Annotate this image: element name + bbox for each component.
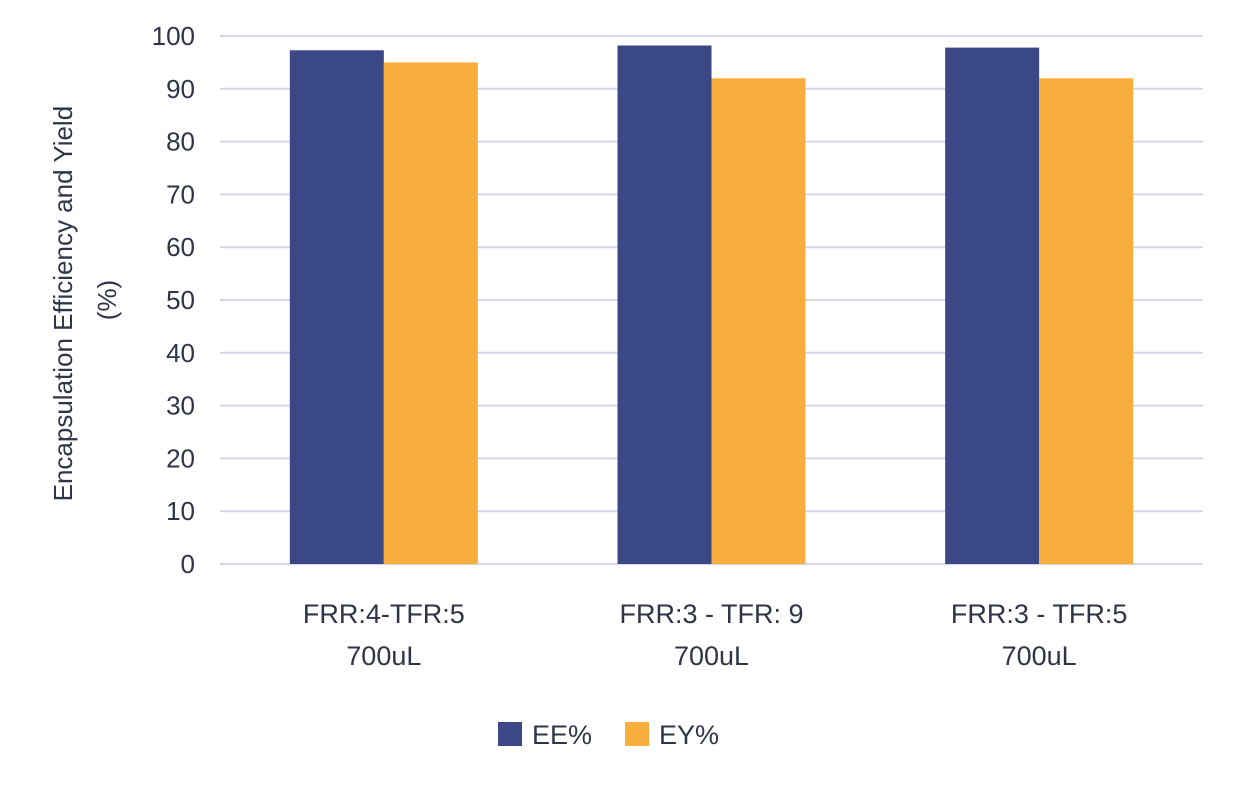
x-category-label-line: FRR:3 - TFR:5 — [951, 599, 1128, 629]
bar-ey-1 — [383, 62, 478, 565]
y-tick-label-40: 40 — [166, 338, 195, 368]
y-tick-label-30: 30 — [166, 391, 195, 421]
y-tick-label-20: 20 — [166, 443, 195, 473]
legend-label-ey: EY% — [659, 720, 719, 750]
y-tick-label-0: 0 — [181, 549, 195, 579]
legend-swatch-ee — [498, 722, 522, 746]
y-tick-label-80: 80 — [166, 127, 195, 157]
x-category-label-2: FRR:3 - TFR: 9 700uL — [619, 599, 803, 671]
legend: EE% EY% — [498, 720, 719, 750]
y-axis-title: Encapsulation Efficiency and Yield (%) — [48, 99, 122, 502]
y-tick-label-50: 50 — [166, 285, 195, 315]
y-axis-ticks: 0 10 20 30 40 50 60 70 80 90 100 — [152, 21, 195, 579]
y-axis-title-line2: (%) — [92, 280, 122, 320]
bar-ey-2 — [711, 78, 806, 565]
x-category-label-1: FRR:4-TFR:5 700uL — [303, 599, 465, 671]
x-category-label-line: 700uL — [346, 641, 421, 671]
bar-ee-1 — [289, 50, 384, 565]
x-category-label-line: FRR:4-TFR:5 — [303, 599, 465, 629]
y-tick-label-70: 70 — [166, 179, 195, 209]
bar-ee-2 — [617, 45, 712, 564]
legend-swatch-ey — [625, 722, 649, 746]
y-tick-label-100: 100 — [152, 21, 195, 51]
y-tick-label-60: 60 — [166, 232, 195, 262]
x-category-label-line: 700uL — [1002, 641, 1077, 671]
x-category-label-3: FRR:3 - TFR:5 700uL — [951, 599, 1128, 671]
x-category-label-line: 700uL — [674, 641, 749, 671]
bar-ey-3 — [1039, 78, 1134, 565]
y-tick-label-90: 90 — [166, 74, 195, 104]
y-axis-title-line1: Encapsulation Efficiency and Yield — [48, 106, 78, 502]
bar-ee-3 — [945, 47, 1040, 564]
legend-label-ee: EE% — [532, 720, 592, 750]
bars — [289, 45, 1134, 565]
y-tick-label-10: 10 — [166, 496, 195, 526]
x-category-label-line: FRR:3 - TFR: 9 — [619, 599, 803, 629]
